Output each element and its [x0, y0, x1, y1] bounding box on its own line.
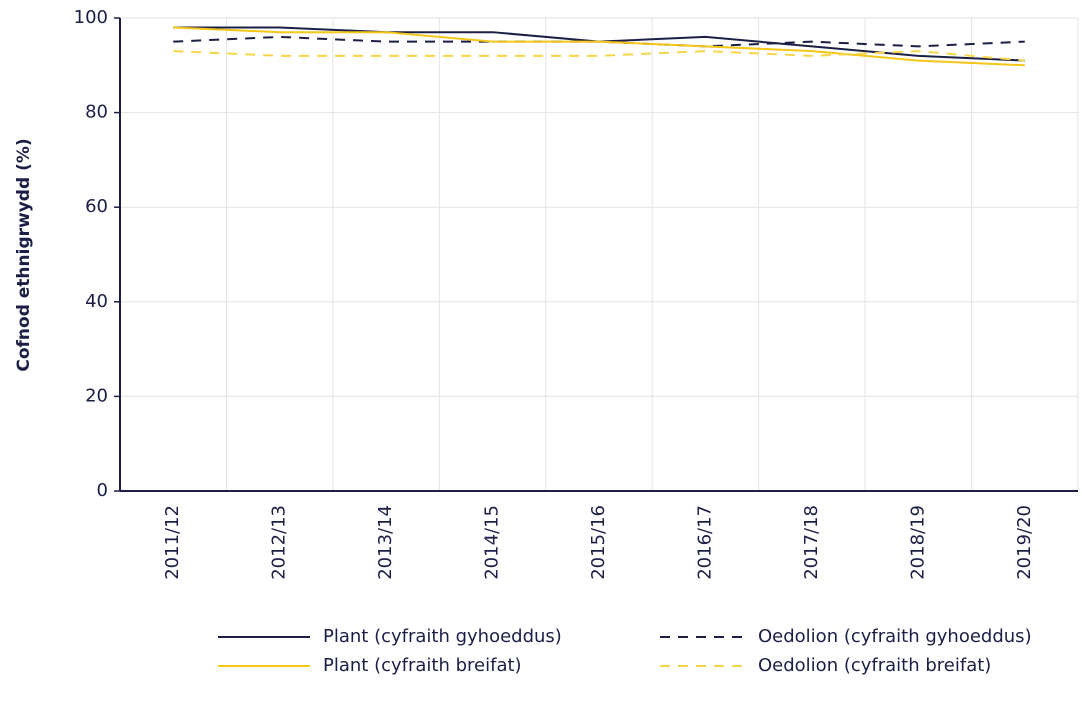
y-tick-label: 0: [97, 480, 108, 501]
x-tick-label: 2017/18: [801, 505, 822, 580]
y-tick-label: 40: [85, 291, 108, 312]
y-tick-label: 80: [85, 102, 108, 123]
legend-label: Oedolion (cyfraith gyhoeddus): [758, 626, 1032, 647]
y-tick-label: 100: [74, 7, 108, 28]
x-tick-label: 2015/16: [588, 505, 609, 580]
x-tick-label: 2012/13: [269, 505, 290, 580]
y-tick-label: 60: [85, 196, 108, 217]
legend-label: Oedolion (cyfraith breifat): [758, 655, 991, 676]
x-tick-label: 2019/20: [1014, 505, 1035, 580]
x-tick-label: 2011/12: [162, 505, 183, 580]
x-tick-label: 2016/17: [694, 505, 715, 580]
data-line: [173, 50, 1025, 62]
x-tick-label: 2014/15: [482, 505, 503, 580]
x-tick-label: 2018/19: [907, 505, 928, 580]
y-axis-label: Cofnod ethnigrwydd (%): [14, 138, 34, 371]
x-tick-label: 2013/14: [375, 505, 396, 580]
legend-label: Plant (cyfraith gyhoeddus): [323, 626, 562, 647]
y-tick-label: 20: [85, 385, 108, 406]
legend-label: Plant (cyfraith breifat): [323, 655, 522, 676]
data-line: [173, 35, 1025, 48]
data-line: [173, 26, 1025, 67]
